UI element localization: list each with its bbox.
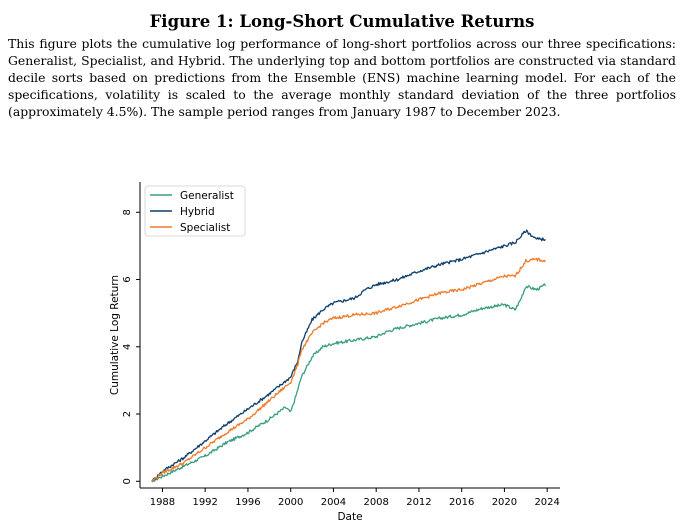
x-axis-title: Date	[337, 511, 362, 523]
series-line-hybrid	[151, 229, 546, 483]
legend-label-specialist: Specialist	[180, 222, 230, 234]
legend-box	[144, 185, 246, 237]
axes: 1988 1992 1996 2000 2004 2008 2012 2016 2020 2024…	[109, 182, 560, 523]
x-tick-label: 2004	[321, 497, 346, 508]
series-line-generalist	[151, 283, 546, 482]
y-axis-title: Cumulative Log Return	[109, 275, 121, 395]
figure-title: Figure 1: Long-Short Cumulative Returns	[149, 12, 535, 31]
x-tick-label: 2008	[363, 497, 388, 508]
legend: Generalist Hybrid Specialist	[144, 185, 246, 237]
series-line-specialist	[151, 257, 546, 482]
x-tick-label: 1996	[235, 497, 260, 508]
x-tick-label: 1988	[150, 497, 175, 508]
legend-label-hybrid: Hybrid	[180, 206, 215, 218]
x-tick-label: 2000	[278, 497, 303, 508]
series-group	[151, 229, 546, 483]
x-tick-label: 2024	[534, 497, 559, 508]
y-tick-label: 8	[122, 209, 133, 215]
figure-description: This figure plots the cumulative log per…	[8, 36, 676, 119]
y-tick-label: 2	[122, 411, 133, 417]
x-tick-label: 2016	[449, 497, 474, 508]
x-tick-label: 2012	[406, 497, 431, 508]
x-tick-label: 1992	[192, 497, 217, 508]
figure-caption: Figure 1: Long-Short Cumulative Returns …	[8, 12, 676, 120]
legend-label-generalist: Generalist	[180, 190, 234, 202]
y-tick-label: 6	[122, 276, 133, 282]
y-tick-label: 0	[122, 478, 133, 484]
y-tick-label: 4	[122, 344, 133, 350]
x-tick-label: 2020	[492, 497, 517, 508]
